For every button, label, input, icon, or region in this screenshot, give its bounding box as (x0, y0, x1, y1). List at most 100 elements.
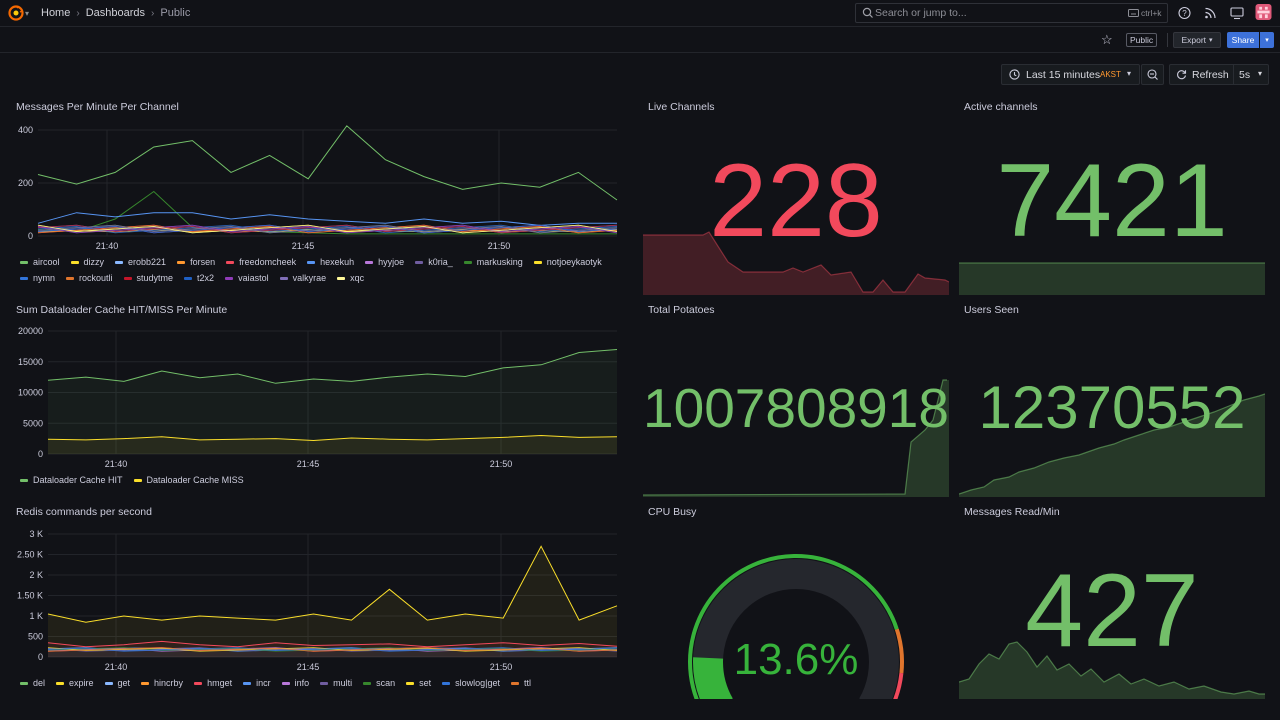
panel-title-read[interactable]: Messages Read/Min (964, 506, 1060, 518)
series-line-Dataloader Cache HIT[interactable] (47, 349, 618, 384)
legend-item[interactable]: info (281, 678, 310, 688)
legend-label: ttl (524, 678, 532, 688)
series-line-t2x2[interactable] (37, 224, 618, 234)
live-channels-value: 228 (709, 143, 883, 259)
series-line-hexekuh[interactable] (37, 212, 617, 226)
legend-label: hyyjoe (378, 257, 405, 267)
live-channels-sparkline (643, 231, 949, 295)
legend-item[interactable]: xqc (337, 273, 364, 283)
total-potatoes-value: 1007808918 (643, 377, 949, 439)
legend-item[interactable]: scan (363, 678, 395, 688)
legend-item[interactable]: aircool (20, 257, 60, 267)
users-seen-sparkline (959, 393, 1265, 497)
redis-timeseries-chart[interactable]: 0 500 1 K 1.50 K 2 K 2.50 K 3 K 21:40 21:45 21:50 (0, 524, 636, 674)
legend-item[interactable]: expire (56, 678, 94, 688)
messages-read-value: 427 (1025, 553, 1199, 669)
share-button[interactable]: Share (1227, 32, 1259, 48)
legend-item[interactable]: del (20, 678, 45, 688)
series-line-Dataloader Cache MISS[interactable] (47, 434, 618, 442)
refresh-interval[interactable]: 5s (1239, 69, 1251, 81)
legend-item[interactable]: set (406, 678, 431, 688)
series-line-ttl[interactable] (47, 647, 618, 652)
x-tick-label: 21:45 (297, 662, 320, 672)
legend-item[interactable]: vaiastol (225, 273, 269, 283)
news-feed-icon[interactable] (1204, 5, 1217, 21)
legend-item[interactable]: k0ria_ (415, 257, 453, 267)
y-tick-label: 0 (38, 449, 43, 459)
series-line-markusking[interactable] (37, 190, 617, 235)
legend-label: valkyrae (292, 273, 327, 283)
legend-swatch (123, 276, 132, 280)
legend-item[interactable]: hincrby (141, 678, 183, 688)
legend-item[interactable]: dizzy (70, 257, 104, 267)
chevron-down-icon[interactable]: ▾ (25, 9, 30, 18)
refresh-picker[interactable]: Refresh 5s ▾ (1169, 64, 1269, 85)
legend-item[interactable]: Dataloader Cache HIT (20, 475, 123, 485)
panel-title-potatoes[interactable]: Total Potatoes (648, 304, 715, 316)
legend-label: forsen (190, 257, 216, 267)
legend-item[interactable]: hmget (194, 678, 232, 688)
legend-item[interactable]: forsen (177, 257, 215, 267)
legend-item[interactable]: notjoeykaotyk (533, 257, 602, 267)
search-input[interactable]: Search or jump to... ctrl+k (855, 3, 1168, 23)
time-range-picker[interactable]: Last 15 minutes AKST ▾ (1001, 64, 1140, 85)
legend-item[interactable]: slowlog|get (442, 678, 500, 688)
series-line-hmget[interactable] (47, 640, 618, 648)
panel-title-live[interactable]: Live Channels (648, 101, 715, 113)
legend-swatch (281, 681, 290, 685)
panel-title-cache[interactable]: Sum Dataloader Cache HIT/MISS Per Minute (16, 304, 228, 316)
series-line-aircool[interactable] (37, 125, 618, 201)
help-icon[interactable]: ? (1178, 5, 1191, 21)
cache-timeseries-chart[interactable]: 0 5000 10000 15000 20000 21:40 21:45 21:50 (0, 322, 636, 472)
panel-title-users[interactable]: Users Seen (964, 304, 1019, 316)
series-line-expire[interactable] (47, 545, 618, 623)
toolbar-divider (1167, 33, 1168, 47)
legend-label: freedomcheek (239, 257, 297, 267)
grafana-logo-icon[interactable] (8, 5, 24, 21)
share-options-button[interactable]: ▾ (1260, 32, 1274, 48)
series-line-nymn[interactable] (37, 224, 618, 234)
legend-item[interactable]: t2x2 (184, 273, 214, 283)
breadcrumb-home[interactable]: Home (41, 7, 71, 19)
panel-title-cpu[interactable]: CPU Busy (648, 506, 697, 518)
export-button[interactable]: Export ▾ (1173, 32, 1221, 48)
legend-item[interactable]: Dataloader Cache MISS (133, 475, 244, 485)
legend-label: hexekuh (320, 257, 355, 267)
legend-item[interactable]: hyyjoe (365, 257, 404, 267)
legend-item[interactable]: freedomcheek (226, 257, 296, 267)
legend-item[interactable]: hexekuh (307, 257, 354, 267)
legend-item[interactable]: incr (243, 678, 271, 688)
legend-item[interactable]: erobb221 (115, 257, 166, 267)
panel-title-messages[interactable]: Messages Per Minute Per Channel (16, 101, 179, 113)
messages-legend: aircool dizzy erobb221 forsen freedomcheek he… (20, 257, 620, 283)
zoom-out-button[interactable] (1141, 64, 1164, 85)
legend-item[interactable]: studytme (123, 273, 173, 283)
messages-read-sparkline (959, 641, 1265, 699)
legend-item[interactable]: multi (320, 678, 352, 688)
breadcrumb-dashboards[interactable]: Dashboards (85, 7, 146, 19)
series-line-xqc[interactable] (37, 224, 618, 234)
legend-item[interactable]: markusking (463, 257, 523, 267)
messages-timeseries-chart[interactable]: 0 200 400 21:40 21:45 21:50 (0, 120, 636, 250)
series-line-valkyrae[interactable] (37, 224, 618, 234)
legend-item[interactable]: nymn (20, 273, 55, 283)
series-line-vaiastol[interactable] (37, 224, 618, 234)
legend-item[interactable]: rockoutli (66, 273, 113, 283)
user-avatar[interactable] (1255, 4, 1272, 20)
legend-item[interactable]: get (104, 678, 130, 688)
chevron-down-icon: ▾ (1258, 69, 1263, 78)
legend-item[interactable]: ttl (511, 678, 531, 688)
panel-title-active[interactable]: Active channels (964, 101, 1038, 113)
x-tick-label: 21:50 (488, 241, 511, 250)
kiosk-mode-icon[interactable] (1230, 5, 1244, 21)
series-line-rockoutli[interactable] (37, 224, 618, 234)
legend-label: nymn (33, 273, 56, 283)
legend-label: info (294, 678, 310, 688)
legend-label: xqc (350, 273, 365, 283)
legend-label: hincrby (154, 678, 184, 688)
panel-title-redis[interactable]: Redis commands per second (16, 506, 152, 518)
legend-item[interactable]: valkyrae (279, 273, 327, 283)
star-icon[interactable]: ☆ (1101, 32, 1113, 47)
series-line-studytme[interactable] (37, 224, 618, 234)
y-tick-label: 5000 (23, 418, 43, 428)
